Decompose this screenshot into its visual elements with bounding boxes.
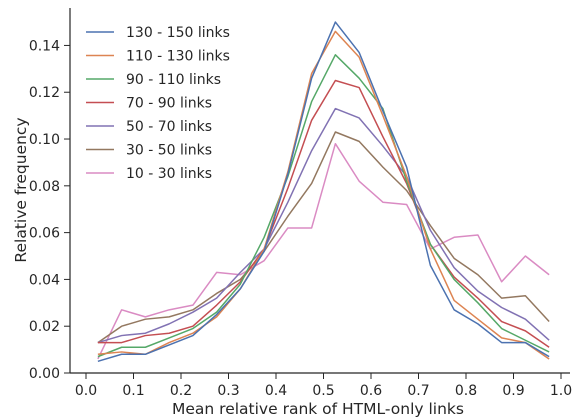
y-tick-label: 0.08	[29, 179, 60, 195]
series-line	[97, 131, 550, 344]
x-tick-label: 0.3	[217, 383, 239, 399]
y-tick-label: 0.14	[29, 38, 60, 54]
x-tick-label: 0.0	[75, 383, 97, 399]
x-tick-label: 0.4	[265, 383, 287, 399]
legend-label: 110 - 130 links	[126, 49, 230, 65]
x-tick-label: 0.9	[502, 383, 524, 399]
series-line	[97, 54, 550, 358]
x-tick-label: 0.5	[312, 383, 334, 399]
series-lines	[97, 21, 550, 363]
x-tick-label: 0.7	[407, 383, 429, 399]
y-tick-label: 0.02	[29, 319, 60, 335]
x-tick-label: 0.8	[455, 383, 477, 399]
y-tick-label: 0.06	[29, 226, 60, 242]
y-tick-label: 0.10	[29, 132, 60, 148]
y-axis-ticks: 0.00 0.02 0.04 0.06 0.08 0.10 0.12 0.14	[29, 38, 70, 382]
x-tick-label: 1.0	[550, 383, 572, 399]
series-line	[97, 107, 550, 344]
x-tick-label: 0.2	[170, 383, 192, 399]
y-tick-label: 0.12	[29, 85, 60, 101]
series-line	[97, 79, 550, 348]
y-tick-label: 0.04	[29, 272, 60, 288]
legend-label: 50 - 70 links	[126, 119, 212, 135]
x-tick-label: 0.1	[122, 383, 144, 399]
legend: 130 - 150 links 110 - 130 links 90 - 110 l…	[86, 25, 230, 182]
legend-label: 10 - 30 links	[126, 166, 212, 182]
y-axis-label: Relative frequency	[12, 117, 30, 262]
legend-label: 30 - 50 links	[126, 143, 212, 159]
series-line	[97, 142, 550, 360]
x-tick-label: 0.6	[360, 383, 382, 399]
x-axis-ticks: 0.0 0.1 0.2 0.3 0.4 0.5 0.6 0.7 0.8 0.9 1.0	[75, 373, 572, 399]
series-line	[97, 21, 550, 363]
legend-label: 90 - 110 links	[126, 72, 221, 88]
y-tick-label: 0.00	[29, 366, 60, 382]
legend-label: 70 - 90 links	[126, 96, 212, 112]
legend-label: 130 - 150 links	[126, 25, 230, 41]
x-axis-label: Mean relative rank of HTML-only links	[172, 400, 464, 418]
series-line	[97, 30, 550, 360]
